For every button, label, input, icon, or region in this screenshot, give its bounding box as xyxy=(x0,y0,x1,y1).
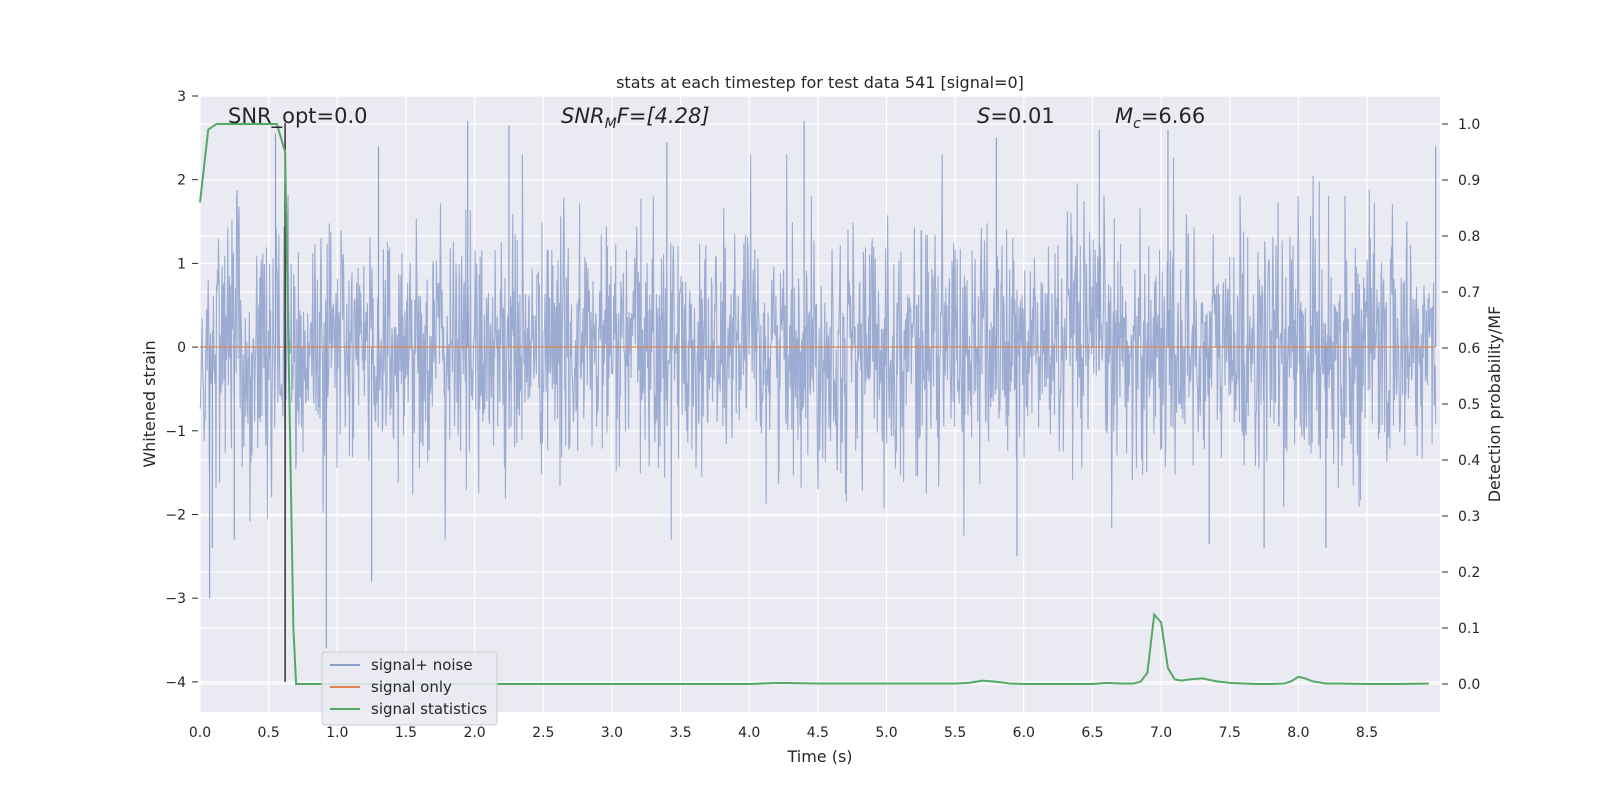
x-tick-label: 8.0 xyxy=(1287,725,1309,741)
y-tick-label: 3 xyxy=(177,89,186,105)
y2-tick-label: 0.0 xyxy=(1458,677,1480,693)
y-tick-label: 0 xyxy=(177,340,186,356)
legend-label-signal-statistics: signal statistics xyxy=(371,700,487,718)
x-tick-label: 2.0 xyxy=(463,725,485,741)
legend: signal+ noise signal only signal statist… xyxy=(321,651,498,726)
annotation-snr-opt: SNR_opt=0.0 xyxy=(228,104,368,129)
y2-tick-label: 0.8 xyxy=(1458,229,1480,245)
annotation-mc: Mc=6.66 xyxy=(1115,104,1205,132)
y2-axis-label: Detection probability/MF xyxy=(1485,306,1504,503)
y-tick-labels: 3 2 1 0 −1 −2 −3 −4 xyxy=(165,89,198,691)
x-tick-labels: 0.0 0.5 1.0 1.5 2.0 2.5 3.0 3.5 4.0 4.5 5.0 5.5 6.0 6… xyxy=(189,725,1378,741)
y2-tick-label: 0.7 xyxy=(1458,285,1480,301)
x-tick-label: 3.5 xyxy=(669,725,691,741)
x-tick-label: 8.5 xyxy=(1356,725,1378,741)
x-tick-label: 3.0 xyxy=(601,725,623,741)
y-tick-label: −4 xyxy=(165,675,186,691)
x-tick-label: 1.0 xyxy=(326,725,348,741)
signal-statistics-line xyxy=(199,123,1429,685)
chart-title: stats at each timestep for test data 541… xyxy=(616,73,1024,92)
series-signal-statistics xyxy=(199,123,1429,685)
legend-label-signal-plus-noise: signal+ noise xyxy=(371,656,473,674)
signal-plus-noise-line xyxy=(199,154,1437,540)
y2-tick-labels: 1.0 0.9 0.8 0.7 0.6 0.5 0.4 0.3 0.2 0.1 0.0 xyxy=(1442,117,1480,693)
y-tick-label: −1 xyxy=(165,424,186,440)
y-tick-label: 2 xyxy=(177,173,186,189)
legend-label-signal-only: signal only xyxy=(371,678,452,696)
x-axis-label: Time (s) xyxy=(786,747,852,766)
x-tick-label: 7.0 xyxy=(1150,725,1172,741)
x-tick-label: 5.5 xyxy=(944,725,966,741)
y2-tick-label: 0.5 xyxy=(1458,397,1480,413)
y-axis-label: Whitened strain xyxy=(140,340,159,467)
x-tick-label: 4.5 xyxy=(807,725,829,741)
y2-tick-label: 0.2 xyxy=(1458,565,1480,581)
y2-tick-label: 0.4 xyxy=(1458,453,1480,469)
y2-tick-label: 1.0 xyxy=(1458,117,1480,133)
x-tick-label: 0.0 xyxy=(189,725,211,741)
annotation-snr-mf: SNRMF=[4.28] xyxy=(561,104,710,132)
y2-tick-label: 0.1 xyxy=(1458,621,1480,637)
x-tick-label: 6.0 xyxy=(1013,725,1035,741)
y2-tick-label: 0.6 xyxy=(1458,341,1480,357)
annotation-s: S=0.01 xyxy=(977,104,1055,128)
y-tick-label: −3 xyxy=(165,591,186,607)
y2-tick-label: 0.9 xyxy=(1458,173,1480,189)
x-tick-label: 0.5 xyxy=(258,725,280,741)
x-tick-label: 2.5 xyxy=(532,725,554,741)
y-tick-label: −2 xyxy=(165,508,186,524)
legend-box xyxy=(321,651,498,726)
x-tick-label: 6.5 xyxy=(1081,725,1103,741)
x-tick-label: 4.0 xyxy=(738,725,760,741)
y-tick-label: 1 xyxy=(177,256,186,272)
x-tick-label: 7.5 xyxy=(1219,725,1241,741)
x-tick-label: 1.5 xyxy=(395,725,417,741)
series-signal-plus-noise xyxy=(199,121,1437,649)
y2-tick-label: 0.3 xyxy=(1458,509,1480,525)
x-tick-label: 5.0 xyxy=(875,725,897,741)
